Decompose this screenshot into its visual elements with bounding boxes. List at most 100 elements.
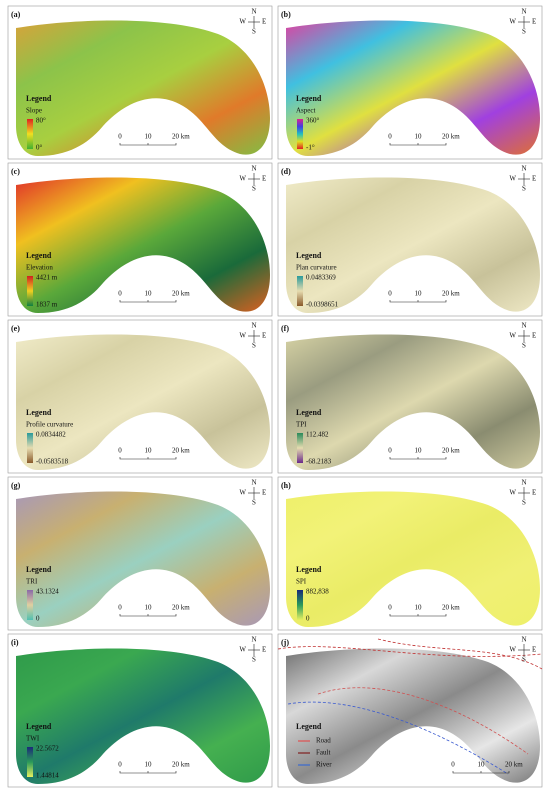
panel: (e) N SW E Legend Profile curvature 0.0834482 -…: [7, 319, 273, 474]
compass: N SW E: [509, 322, 536, 350]
legend-title: Legend: [296, 251, 322, 260]
scale-end: 20 km: [505, 761, 523, 769]
map-area: [16, 491, 270, 627]
compass: N SW E: [239, 322, 266, 350]
scale-end: 20 km: [442, 133, 460, 141]
compass-n: N: [251, 165, 256, 173]
panel-label: (b): [281, 10, 291, 19]
compass-n: N: [521, 8, 526, 16]
legend-title: Legend: [296, 408, 322, 417]
legend-min: 0: [36, 615, 40, 623]
layer-name: Slope: [26, 107, 42, 115]
panel: (a) N SW E Legend Slope 80° 0° 0 10 20 km: [7, 5, 273, 160]
compass-e: E: [262, 18, 266, 26]
legend-item: Fault: [316, 749, 330, 757]
panel: (h) N SW E Legend SPI 882,838 0 0 10 20 km: [277, 476, 543, 631]
compass-e: E: [532, 489, 536, 497]
scale-line: [389, 614, 447, 617]
compass-e: E: [532, 175, 536, 183]
scale-mid: 10: [478, 761, 486, 769]
map-line: [287, 701, 509, 775]
scale-start: 0: [118, 133, 122, 141]
legend-ramp: [27, 276, 33, 306]
scale-start: 0: [388, 447, 392, 455]
scale-bar: 0 10 20 km: [118, 290, 190, 303]
legend-min: -0.0583518: [36, 458, 69, 466]
map-line: [277, 646, 543, 657]
scale-end: 20 km: [172, 447, 190, 455]
compass: N SW E: [239, 479, 266, 507]
legend-ramp: [27, 433, 33, 463]
compass-w: W: [509, 175, 516, 183]
panel-label: (c): [11, 167, 20, 176]
map-line: [377, 638, 543, 670]
compass-s: S: [252, 499, 256, 507]
compass: N SW E: [239, 636, 266, 664]
legend-max: 882,838: [306, 588, 329, 596]
scale-start: 0: [118, 290, 122, 298]
layer-name: TWI: [26, 735, 40, 743]
map-line: [317, 687, 529, 755]
legend-title: Legend: [26, 251, 52, 260]
compass-s: S: [522, 499, 526, 507]
map-area: [286, 648, 540, 784]
panel-label: (j): [281, 638, 289, 647]
scale-line: [389, 300, 447, 303]
legend-max: 43.1324: [36, 588, 59, 596]
compass-s: S: [252, 656, 256, 664]
compass-e: E: [532, 18, 536, 26]
panel-label: (d): [281, 167, 291, 176]
panel: (d) N SW E Legend Plan curvature 0.0483369 -0.0…: [277, 162, 543, 317]
scale-end: 20 km: [442, 447, 460, 455]
compass: N SW E: [509, 165, 536, 193]
legend-ramp: [297, 433, 303, 463]
scale-end: 20 km: [172, 133, 190, 141]
layer-name: Aspect: [296, 107, 315, 115]
legend-ramp: [27, 590, 33, 620]
legend-ramp: [27, 119, 33, 149]
layer-name: SPI: [296, 578, 307, 586]
compass: N SW E: [509, 479, 536, 507]
compass-s: S: [252, 28, 256, 36]
panel: (b) N SW E Legend Aspect 360° -1° 0 10 20 km: [277, 5, 543, 160]
scale-mid: 10: [415, 133, 423, 141]
layer-name: TRI: [26, 578, 38, 586]
scale-start: 0: [388, 604, 392, 612]
scale-line: [119, 457, 177, 460]
map-area: [286, 177, 540, 313]
compass-s: S: [252, 342, 256, 350]
layer-name: TPI: [296, 421, 307, 429]
compass-s: S: [522, 656, 526, 664]
scale-line: [119, 771, 177, 774]
legend-max: 112.482: [306, 431, 329, 439]
legend-title: Legend: [296, 722, 322, 731]
legend-min: 0: [306, 615, 310, 623]
scale-end: 20 km: [442, 604, 460, 612]
compass-s: S: [522, 185, 526, 193]
compass-n: N: [521, 165, 526, 173]
scale-start: 0: [118, 761, 122, 769]
compass-e: E: [262, 646, 266, 654]
legend-min: 0°: [36, 144, 43, 152]
compass-n: N: [251, 8, 256, 16]
compass: N SW E: [239, 8, 266, 36]
compass-w: W: [239, 332, 246, 340]
map-area: [286, 334, 540, 470]
scale-bar: 0 10 20 km: [388, 604, 460, 617]
scale-start: 0: [388, 290, 392, 298]
compass-w: W: [509, 18, 516, 26]
map-area: [286, 491, 540, 627]
compass-w: W: [509, 332, 516, 340]
layer-name: Plan curvature: [296, 264, 337, 272]
panel: (f) N SW E Legend TPI 112.482 -68.2183 0 10 20 km: [277, 319, 543, 474]
legend-min: 1837 m: [36, 301, 58, 309]
scale-start: 0: [451, 761, 455, 769]
map-area: [16, 177, 270, 313]
scale-end: 20 km: [172, 290, 190, 298]
scale-line: [119, 143, 177, 146]
map-area: [16, 648, 270, 784]
legend-title: Legend: [26, 408, 52, 417]
scale-mid: 10: [415, 290, 423, 298]
compass-e: E: [532, 646, 536, 654]
